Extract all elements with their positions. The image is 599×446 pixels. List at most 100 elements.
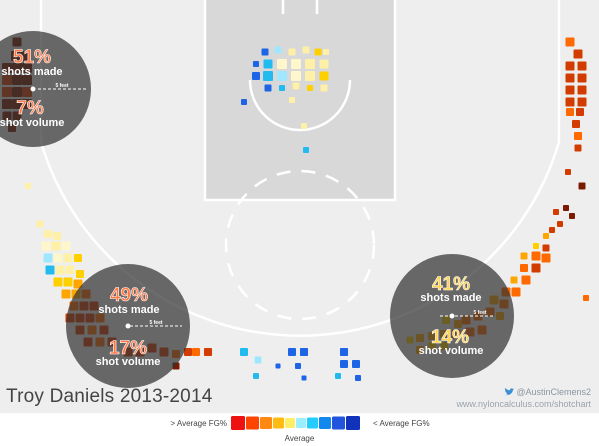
shot-marker — [533, 243, 539, 249]
pct-made: 41% — [432, 274, 470, 295]
shot-marker — [45, 265, 55, 275]
shot-marker — [319, 59, 329, 69]
shot-marker — [74, 254, 82, 262]
shot-marker — [261, 48, 269, 56]
shot-marker — [253, 61, 259, 67]
legend-swatch — [332, 416, 345, 430]
shot-marker — [25, 183, 31, 189]
shot-marker — [73, 279, 83, 289]
shot-marker — [340, 360, 348, 368]
legend-swatches — [231, 416, 360, 430]
shot-marker — [307, 85, 313, 91]
shot-marker — [319, 71, 329, 81]
shot-marker — [520, 264, 528, 272]
shot-marker — [192, 348, 200, 356]
shot-marker — [53, 253, 63, 263]
shot-marker — [574, 144, 582, 152]
zone-center-dot — [449, 313, 455, 319]
shot-marker — [291, 71, 301, 81]
pct-made: 49% — [110, 285, 148, 306]
court-svg: 5 feet 51% shots made 7% shot volume 5 f… — [0, 0, 589, 388]
twitter-credit[interactable]: @AustinClemens2 — [456, 386, 591, 398]
shot-marker — [305, 71, 315, 81]
zone-left-wing: 5 feet 49% shots made 17% shot volume — [66, 264, 190, 388]
shot-marker — [565, 85, 575, 95]
shot-marker — [279, 85, 285, 91]
shot-marker — [355, 375, 361, 381]
shot-marker — [577, 85, 587, 95]
shot-marker — [510, 276, 518, 284]
shot-marker — [565, 73, 575, 83]
made-label: shots made — [98, 304, 159, 316]
shot-marker — [288, 48, 296, 56]
shot-marker — [577, 61, 587, 71]
shot-marker — [303, 147, 309, 153]
shot-marker — [274, 46, 282, 54]
shot-marker — [520, 252, 528, 260]
shot-marker — [263, 71, 273, 81]
shot-marker — [576, 108, 584, 116]
shot-marker — [543, 233, 549, 239]
shot-marker — [305, 59, 315, 69]
shot-marker — [241, 99, 247, 105]
shot-marker — [565, 61, 575, 71]
shot-marker — [55, 265, 65, 275]
legend-average-label: Average — [284, 434, 315, 443]
shot-marker — [323, 49, 329, 55]
shot-marker — [184, 348, 192, 356]
shot-marker — [263, 59, 273, 69]
shot-marker — [253, 373, 259, 379]
shot-marker — [63, 253, 73, 263]
free-throw-circle — [224, 169, 376, 321]
shot-marker — [61, 241, 71, 251]
shot-marker — [577, 97, 587, 107]
shot-marker — [583, 295, 589, 301]
shot-marker — [511, 287, 521, 297]
shot-marker — [531, 251, 541, 261]
shot-marker — [301, 375, 307, 381]
paint-lane — [203, 0, 397, 202]
shot-marker — [36, 220, 44, 228]
shot-marker — [352, 360, 360, 368]
three-point-line — [39, 0, 561, 337]
shot-marker — [542, 244, 550, 252]
shot-marker — [300, 348, 308, 356]
shot-marker — [254, 356, 262, 364]
shot-marker — [289, 97, 295, 103]
shot-marker — [277, 59, 287, 69]
legend-swatch — [346, 416, 360, 430]
legend-swatch — [231, 416, 245, 430]
distance-label: 5 feet — [149, 320, 162, 326]
zone-left-corner: 5 feet 51% shots made 7% shot volume — [0, 31, 91, 147]
shot-marker — [541, 253, 551, 263]
court-lines — [39, 0, 561, 337]
distance-label: 5 feet — [473, 310, 486, 316]
shot-marker — [572, 120, 580, 128]
shot-marker — [578, 182, 586, 190]
shot-marker — [573, 49, 583, 59]
legend-swatch — [273, 417, 284, 429]
shot-marker — [51, 241, 61, 251]
shot-marker — [41, 241, 51, 251]
site-url[interactable]: www.nyloncalculus.com/shotchart — [456, 399, 591, 409]
shot-marker — [566, 108, 574, 116]
shot-marker — [240, 348, 248, 356]
legend-swatch — [260, 417, 272, 429]
shot-marker — [288, 348, 296, 356]
shot-marker — [76, 270, 84, 278]
shot-marker — [565, 37, 575, 47]
shot-marker — [44, 230, 52, 238]
shot-marker — [563, 205, 569, 211]
legend-below-average-label: < Average FG% — [373, 419, 430, 428]
shot-marker — [275, 363, 281, 369]
legend-swatch — [319, 417, 331, 429]
shot-marker — [314, 48, 322, 56]
shot-marker — [53, 232, 61, 240]
volume-label: shot volume — [0, 117, 64, 129]
volume-label: shot volume — [419, 345, 484, 357]
shot-marker — [531, 263, 541, 273]
zone-center-dot — [30, 86, 36, 92]
fg-legend: > Average FG% < Average FG% Average — [0, 413, 599, 446]
made-label: shots made — [1, 66, 62, 78]
